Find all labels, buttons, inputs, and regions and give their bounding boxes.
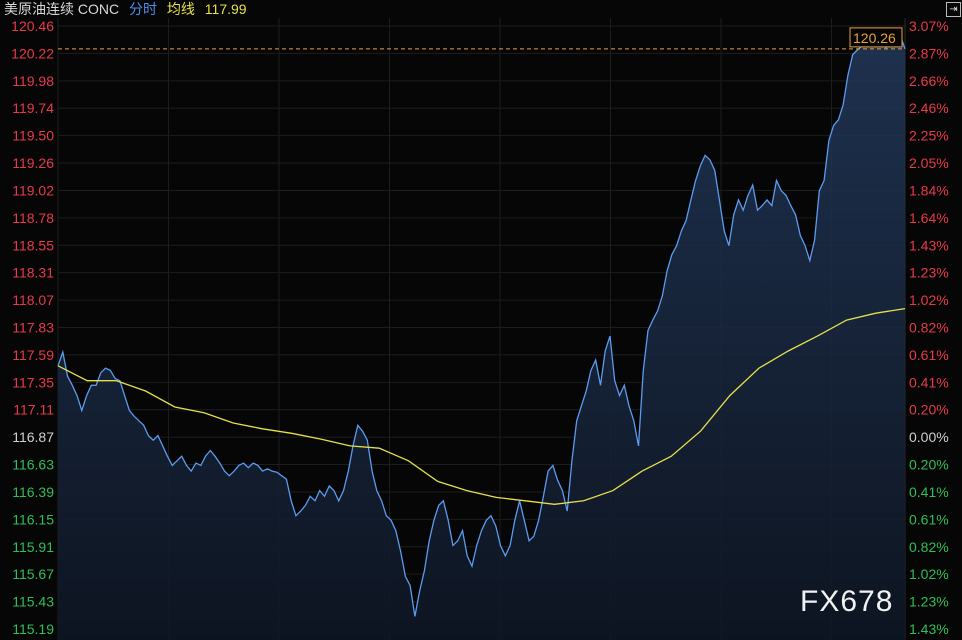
right-tick-label: 2.25% [909,128,949,144]
left-tick-label: 119.26 [12,155,54,171]
left-tick-label: 116.63 [12,457,54,473]
right-tick-label: 0.61% [909,347,949,363]
right-tick-label: 1.23% [909,265,949,281]
right-tick-label: 0.61% [909,511,949,527]
left-tick-label: 119.02 [12,182,54,198]
price-area-fill [58,35,905,640]
left-tick-label: 115.91 [12,539,54,555]
right-tick-label: 2.46% [909,100,949,116]
left-tick-label: 119.74 [12,100,54,116]
right-tick-label: 1.02% [909,292,949,308]
left-tick-label: 117.11 [13,402,54,418]
right-tick-label: 2.66% [909,73,949,89]
right-tick-label: 1.43% [909,621,949,637]
right-tick-label: 1.43% [909,237,949,253]
left-tick-label: 117.35 [12,374,54,390]
last-price-label: 120.26 [853,30,896,46]
instrument-name: 美原油连续 CONC [4,1,120,17]
chart-header: 美原油连续 CONC 分时 均线 117.99 [4,1,253,17]
right-tick-label: 2.87% [909,45,949,61]
right-tick-label: 0.20% [909,457,949,473]
left-tick-label: 116.87 [12,429,54,445]
left-tick-label: 120.22 [11,45,54,61]
avg-label: 均线 [166,1,195,17]
left-tick-label: 118.55 [12,237,54,253]
watermark: FX678 [800,585,894,618]
left-axis: 120.46 120.22 119.98 119.74 119.50 119.26 119.… [11,18,54,637]
right-tick-label: 1.64% [909,210,949,226]
right-tick-label: 1.84% [909,182,949,198]
right-tick-label: 1.23% [909,594,949,610]
left-tick-label: 118.07 [12,292,54,308]
left-tick-label: 119.98 [12,73,54,89]
left-tick-label: 120.46 [11,18,54,34]
left-tick-label: 118.31 [12,265,54,281]
left-tick-label: 118.78 [12,210,54,226]
average-line [57,307,906,505]
left-tick-label: 116.15 [12,511,54,527]
left-tick-label: 115.43 [12,594,54,610]
right-tick-label: 0.82% [909,320,949,336]
left-tick-label: 117.83 [12,320,54,336]
right-tick-label: 1.02% [909,566,949,582]
left-tick-label: 115.67 [12,566,54,582]
left-tick-label: 119.50 [12,128,54,144]
price-line [57,33,906,617]
mode-label[interactable]: 分时 [129,1,158,17]
exit-panel-icon[interactable]: ⇥ [946,2,961,17]
last-price-box: 120.26 [849,27,903,48]
left-tick-label: 116.39 [12,484,54,500]
right-tick-label: 0.20% [909,402,949,418]
right-tick-label: 0.00% [909,429,949,445]
right-tick-label: 0.41% [909,374,949,390]
left-tick-label: 115.19 [12,621,54,637]
avg-value: 117.99 [204,1,247,17]
right-tick-label: 0.82% [909,539,949,555]
right-tick-label: 0.41% [909,484,949,500]
right-axis: 3.07% 2.87% 2.66% 2.46% 2.25% 2.05% 1.84% 1.64%… [909,18,949,637]
right-tick-label: 3.07% [909,18,949,34]
left-tick-label: 117.59 [12,347,54,363]
right-tick-label: 2.05% [909,155,949,171]
